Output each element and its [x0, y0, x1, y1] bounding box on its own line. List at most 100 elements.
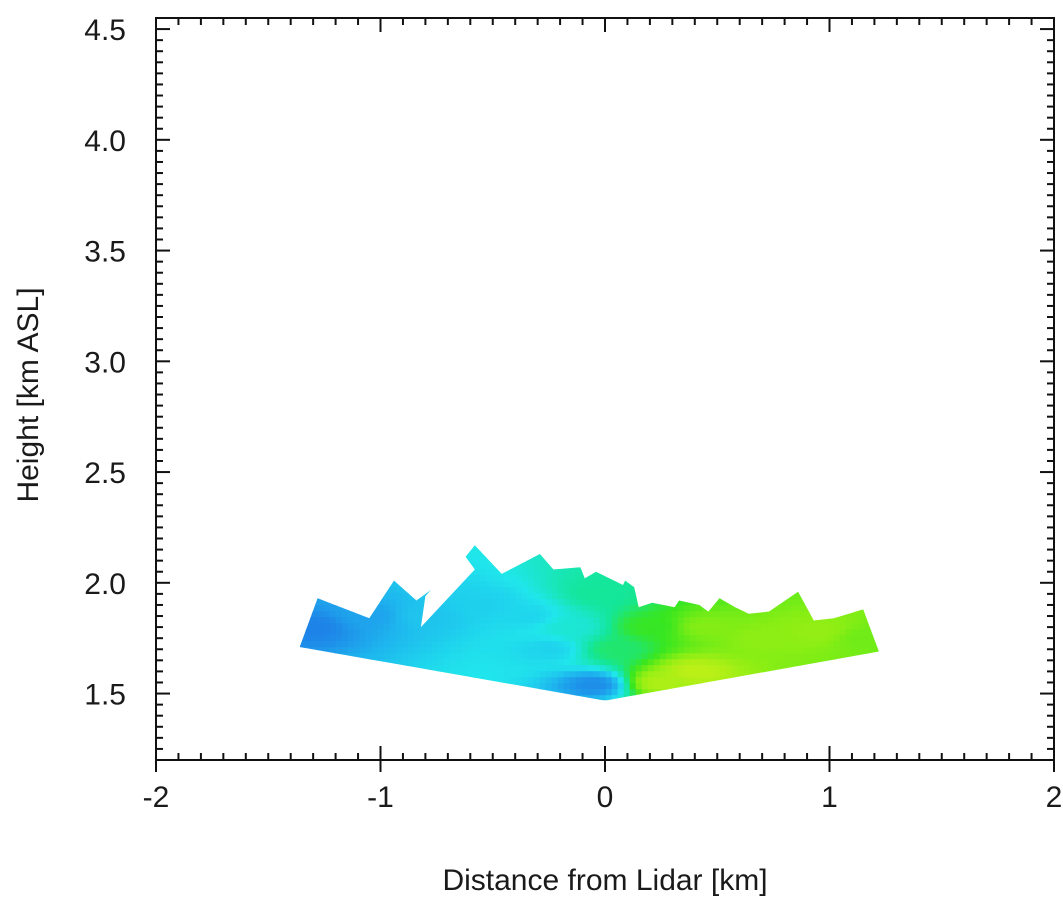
- field-cell: [527, 629, 535, 636]
- field-cell: [611, 623, 619, 630]
- field-cell: [635, 647, 643, 654]
- field-cell: [623, 593, 631, 600]
- field-cell: [647, 605, 655, 612]
- field-cell: [455, 635, 463, 642]
- field-cell: [791, 635, 799, 642]
- field-cell: [587, 605, 595, 612]
- field-cell: [641, 677, 649, 684]
- field-cell: [509, 581, 517, 588]
- field-cell: [569, 689, 577, 696]
- field-cell: [527, 593, 535, 600]
- field-cell: [323, 605, 331, 612]
- field-cell: [773, 665, 781, 672]
- field-cell: [797, 659, 805, 666]
- field-cell: [755, 635, 763, 642]
- field-cell: [587, 581, 595, 588]
- field-cell: [731, 671, 739, 678]
- field-cell: [683, 671, 691, 678]
- field-cell: [593, 569, 601, 576]
- field-cell: [701, 659, 709, 666]
- field-cell: [569, 635, 577, 642]
- field-cell: [551, 659, 559, 666]
- field-cell: [467, 665, 475, 672]
- field-cell: [371, 635, 379, 642]
- field-cell: [335, 605, 343, 612]
- field-cell: [533, 623, 541, 630]
- field-cell: [665, 605, 673, 612]
- field-cell: [665, 665, 673, 672]
- field-cell: [443, 665, 451, 672]
- field-cell: [521, 599, 529, 606]
- field-cell: [809, 617, 817, 624]
- field-cell: [755, 611, 763, 618]
- field-cell: [491, 605, 499, 612]
- field-cell: [755, 665, 763, 672]
- field-cell: [551, 581, 559, 588]
- field-cell: [515, 671, 523, 678]
- field-cell: [617, 683, 625, 690]
- field-cell: [425, 641, 433, 648]
- field-cell: [797, 623, 805, 630]
- field-cell: [677, 617, 685, 624]
- field-cell: [605, 581, 613, 588]
- field-cell: [353, 611, 361, 618]
- field-cell: [431, 647, 439, 654]
- field-cell: [359, 635, 367, 642]
- field-cell: [761, 647, 769, 654]
- field-cell: [755, 659, 763, 666]
- field-cell: [851, 611, 859, 618]
- field-cell: [317, 605, 325, 612]
- field-cell: [575, 671, 583, 678]
- field-cell: [767, 653, 775, 660]
- field-cell: [299, 635, 307, 642]
- field-cell: [713, 617, 721, 624]
- field-cell: [467, 629, 475, 636]
- field-cell: [353, 635, 361, 642]
- field-cell: [743, 617, 751, 624]
- field-cell: [455, 623, 463, 630]
- field-cell: [575, 593, 583, 600]
- field-cell: [821, 647, 829, 654]
- field-cell: [785, 605, 793, 612]
- field-cell: [611, 695, 619, 701]
- field-cell: [341, 647, 349, 654]
- field-cell: [419, 641, 427, 648]
- field-cell: [611, 593, 619, 600]
- field-cell: [521, 563, 529, 570]
- field-cell: [509, 623, 517, 630]
- field-cell: [521, 569, 529, 576]
- field-cell: [515, 569, 523, 576]
- field-cell: [827, 623, 835, 630]
- field-cell: [761, 659, 769, 666]
- field-cell: [461, 605, 469, 612]
- field-cell: [833, 641, 841, 648]
- field-cell: [353, 629, 361, 636]
- field-cell: [449, 659, 457, 666]
- field-cell: [503, 569, 511, 576]
- field-cell: [839, 623, 847, 630]
- field-cell: [497, 647, 505, 654]
- field-cell: [557, 593, 565, 600]
- field-cell: [707, 641, 715, 648]
- field-cell: [809, 659, 817, 666]
- field-cell: [593, 635, 601, 642]
- field-cell: [539, 569, 547, 576]
- field-cell: [653, 683, 661, 690]
- field-cell: [827, 653, 835, 660]
- field-cell: [455, 599, 463, 606]
- field-cell: [599, 695, 607, 701]
- field-cell: [425, 647, 433, 654]
- field-cell: [719, 647, 727, 654]
- field-cell: [491, 677, 499, 684]
- field-cell: [689, 659, 697, 666]
- field-cell: [773, 653, 781, 660]
- field-cell: [641, 629, 649, 636]
- field-cell: [731, 617, 739, 624]
- field-cell: [485, 653, 493, 660]
- field-cell: [629, 677, 637, 684]
- field-cell: [323, 635, 331, 642]
- field-cell: [509, 641, 517, 648]
- field-cell: [599, 623, 607, 630]
- field-cell: [557, 653, 565, 660]
- field-cell: [521, 581, 529, 588]
